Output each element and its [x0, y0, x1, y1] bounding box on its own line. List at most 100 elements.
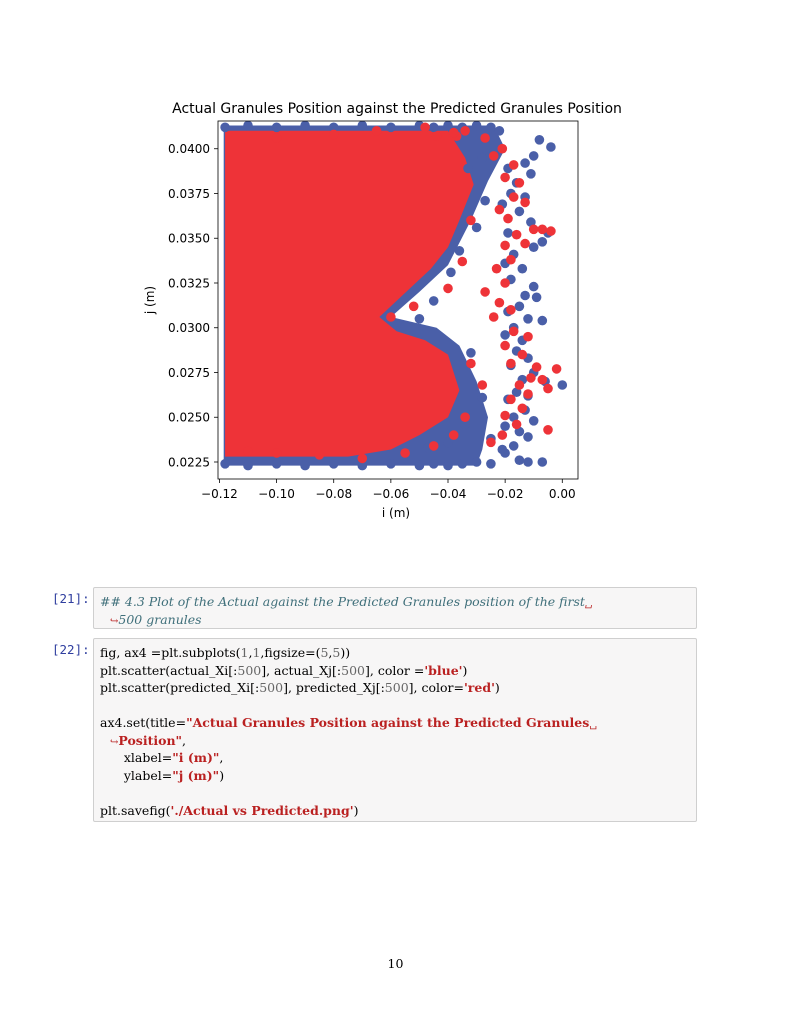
markdown-cell[interactable]: ## 4.3 Plot of the Actual against the Pr…: [93, 587, 697, 629]
actual-point: [466, 348, 476, 358]
actual-point: [471, 121, 482, 131]
predicted-point: [497, 430, 508, 440]
code-line: ylabel="j (m)"): [100, 767, 690, 785]
actual-point: [428, 122, 439, 133]
y-axis-label: j (m): [143, 286, 157, 315]
actual-point: [514, 426, 525, 437]
predicted-point: [528, 224, 539, 235]
actual-point: [414, 314, 425, 324]
predicted-point: [477, 380, 488, 390]
actual-point: [486, 122, 496, 133]
continuation-marker: ↪: [110, 615, 119, 627]
actual-point: [428, 296, 439, 306]
actual-point: [508, 441, 519, 451]
actual-point: [528, 416, 539, 426]
actual-point: [514, 455, 525, 466]
code-token: ,: [182, 732, 187, 748]
actual-point: [328, 122, 339, 133]
actual-point: [243, 121, 253, 131]
x-tick-label: −0.10: [258, 487, 295, 501]
actual-point: [517, 263, 528, 274]
actual-point: [523, 314, 533, 324]
predicted-point: [543, 383, 553, 394]
predicted-point: [494, 297, 505, 308]
code-token: ): [494, 680, 500, 695]
x-axis-ticks: −0.12 −0.10 −0.08 −0.06 −0.04 −0.02 0.00: [201, 479, 576, 501]
actual-point: [220, 122, 230, 133]
code-token: 5: [332, 645, 341, 660]
code-line: [100, 697, 690, 715]
predicted-point: [517, 349, 528, 360]
actual-point: [537, 457, 548, 467]
actual-point: [537, 315, 548, 326]
actual-point: [500, 421, 510, 432]
actual-point: [414, 460, 425, 471]
predicted-point: [520, 197, 530, 208]
y-tick-label: 0.0250: [168, 411, 210, 425]
predicted-point: [448, 430, 459, 440]
predicted-point: [357, 453, 368, 464]
code-token: xlabel=: [100, 750, 173, 765]
predicted-point: [243, 446, 253, 457]
code-token: ↪: [110, 736, 119, 748]
predicted-point: [480, 287, 490, 297]
code-line: plt.savefig('./Actual vs Predicted.png'): [100, 802, 690, 820]
actual-point: [454, 246, 465, 256]
actual-point: [460, 419, 470, 430]
actual-point: [486, 459, 496, 469]
code-cell[interactable]: fig, ax4 =plt.subplots(1,1,figsize=(5,5)…: [93, 638, 697, 822]
code-token: ): [462, 662, 468, 678]
predicted-point: [314, 450, 325, 460]
actual-point: [514, 206, 525, 217]
markdown-line-1: ## 4.3 Plot of the Actual against the Pr…: [100, 594, 585, 609]
actual-point: [471, 222, 482, 233]
code-token: ylabel=: [100, 767, 173, 783]
predicted-point: [523, 331, 533, 342]
predicted-point: [500, 278, 510, 288]
code-token: plt.scatter(actual_Xi[:: [100, 662, 238, 678]
y-tick-label: 0.0350: [168, 232, 210, 246]
predicted-point: [500, 340, 510, 351]
code-token: 500: [341, 662, 366, 678]
code-token: "Actual Granules Position against the Pr…: [186, 715, 590, 730]
x-tick-label: −0.08: [315, 487, 352, 501]
predicted-point: [537, 374, 548, 385]
predicted-point: [506, 305, 516, 315]
code-token: ], color =: [365, 662, 425, 678]
actual-point: [526, 169, 536, 179]
code-line: fig, ax4 =plt.subplots(1,1,figsize=(5,5)…: [100, 644, 690, 662]
predicted-point: [531, 362, 542, 372]
predicted-point: [508, 160, 519, 170]
actual-point: [457, 459, 468, 469]
actual-point: [520, 158, 530, 168]
y-tick-label: 0.0225: [168, 455, 210, 469]
code-token: ], actual_Xj[:: [261, 662, 342, 678]
actual-point: [443, 437, 453, 448]
points-layer: [220, 121, 568, 471]
actual-point: [511, 387, 522, 398]
code-token: fig, ax4 =plt.subplots(: [100, 645, 241, 660]
predicted-point: [497, 143, 508, 154]
x-tick-label: −0.04: [430, 487, 467, 501]
x-tick-label: −0.12: [201, 487, 238, 501]
code-token: ], color=: [408, 680, 464, 695]
actual-point: [443, 121, 453, 131]
code-token: 1: [252, 645, 261, 660]
actual-point: [428, 459, 439, 469]
predicted-point: [400, 448, 410, 458]
code-token: 500: [259, 680, 284, 695]
code-line: ax4.set(title="Actual Granules Position …: [100, 714, 690, 732]
predicted-point: [486, 437, 496, 448]
actual-point: [528, 281, 539, 292]
predicted-point: [420, 122, 430, 133]
actual-point: [497, 444, 508, 455]
y-tick-label: 0.0400: [168, 142, 210, 156]
predicted-point: [506, 254, 516, 265]
markdown-line-2: 500 granules: [118, 611, 202, 627]
predicted-point: [460, 412, 470, 423]
predicted-point: [526, 373, 536, 383]
plot-area: [220, 121, 568, 471]
actual-point: [523, 432, 533, 442]
code-token: plt.scatter(predicted_Xi[:: [100, 680, 260, 695]
actual-point: [494, 126, 505, 136]
